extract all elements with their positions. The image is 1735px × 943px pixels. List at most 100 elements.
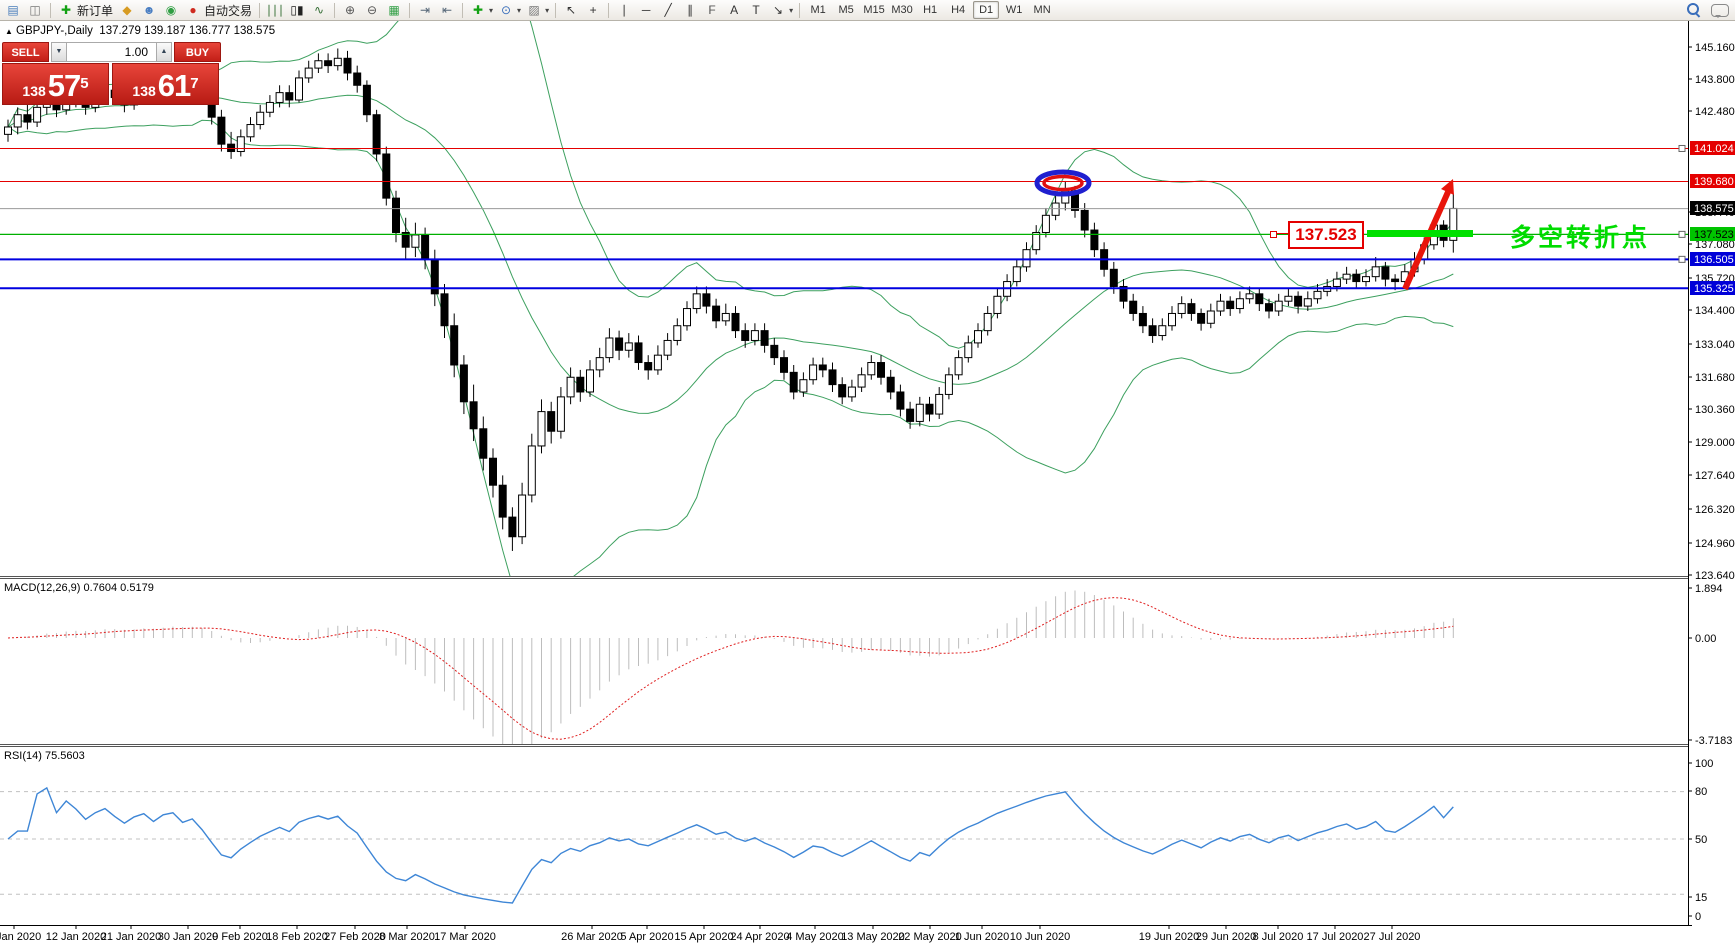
metaeditor-icon[interactable]: ◆ — [122, 2, 132, 17]
line-handle[interactable] — [1678, 255, 1686, 263]
horizontal-line-objects[interactable] — [0, 144, 1688, 290]
sell-price-whole: 138 — [22, 83, 46, 99]
search-icon[interactable] — [1686, 2, 1701, 18]
price-tick-label: 133.040 — [1695, 339, 1735, 351]
signals-icon[interactable]: ◉ — [165, 2, 177, 17]
price-tick-label: 142.480 — [1695, 106, 1735, 118]
buy-button[interactable]: BUY — [174, 42, 221, 62]
volume-decrease-button[interactable]: ▼ — [51, 42, 67, 62]
timeframe-button-d1[interactable]: D1 — [973, 1, 1000, 19]
indicators-icon[interactable]: ✚ — [473, 2, 484, 17]
tile-windows-icon[interactable]: ▦ — [388, 2, 400, 17]
periods-icon[interactable]: ⊙ — [501, 2, 512, 17]
highlight-ellipse-outer[interactable] — [1034, 169, 1092, 197]
svg-text:135.325: 135.325 — [1694, 283, 1734, 295]
level-box-anchor-handle[interactable] — [1270, 231, 1277, 238]
arrows-icon[interactable]: ↘ — [773, 2, 784, 17]
fibonacci-icon[interactable]: F — [708, 2, 716, 17]
line-chart-icon[interactable]: ∿ — [314, 2, 325, 17]
date-tick-label: 5 Apr 2020 — [620, 931, 673, 943]
price-badge — [1690, 227, 1735, 241]
rsi-axis-label: 0 — [1695, 911, 1701, 923]
date-tick-label: 22 May 2020 — [898, 931, 962, 943]
zoom-in-icon[interactable]: ⊕ — [345, 2, 356, 17]
experts-icon[interactable]: ☻ — [142, 2, 156, 17]
toolbar-right-group — [1686, 2, 1729, 18]
price-level-callout[interactable]: 137.523 — [1288, 221, 1364, 249]
date-tick-label: 27 Feb 2020 — [324, 931, 386, 943]
rsi-axis-label: 50 — [1695, 834, 1707, 846]
date-tick-label: 18 Feb 2020 — [266, 931, 328, 943]
date-tick-label: 10 Jun 2020 — [1010, 931, 1071, 943]
svg-text:139.680: 139.680 — [1694, 176, 1734, 188]
price-tick-label: 126.320 — [1695, 504, 1735, 516]
buy-price-display[interactable]: 138 61 7 — [112, 63, 219, 105]
candlestick-chart-icon[interactable]: ▯▮ — [290, 2, 304, 17]
text-label-icon[interactable]: T — [752, 2, 760, 17]
price-tick-label: 143.800 — [1695, 74, 1735, 86]
dropdown-caret-icon[interactable]: ▾ — [489, 5, 494, 15]
timeframe-button-m5[interactable]: M5 — [838, 4, 854, 16]
autotrading-label[interactable]: 自动交易 — [204, 3, 253, 18]
trendline-icon[interactable]: ╱ — [664, 2, 672, 17]
date-tick-label: 30 Jan 2020 — [158, 931, 219, 943]
drawn-objects[interactable] — [1034, 169, 1454, 291]
vertical-line-icon[interactable]: ∣ — [621, 2, 628, 17]
dropdown-caret-icon[interactable]: ▾ — [517, 5, 522, 15]
timeframe-button-h1[interactable]: H1 — [923, 4, 938, 16]
sell-price-display[interactable]: 138 57 5 — [2, 63, 109, 105]
bollinger-bands — [7, 21, 1454, 576]
toolbar-separator — [259, 2, 261, 18]
buy-price-whole: 138 — [132, 83, 156, 99]
timeframe-button-m30[interactable]: M30 — [891, 4, 913, 16]
autotrading-icon[interactable]: ● — [189, 2, 197, 17]
price-tick-label: 137.080 — [1695, 239, 1735, 251]
channel-icon[interactable]: ∥ — [687, 2, 694, 17]
charts-list-icon[interactable]: ▤ — [7, 2, 19, 17]
bar-chart-icon[interactable]: ∣∣∣ — [266, 2, 285, 17]
volume-input[interactable] — [67, 42, 156, 62]
timeframe-button-m15[interactable]: M15 — [863, 4, 885, 16]
templates-icon[interactable]: ▨ — [528, 2, 540, 17]
line-handle[interactable] — [1678, 144, 1686, 152]
auto-scroll-icon[interactable]: ⇥ — [420, 2, 431, 17]
date-tick-label: 19 Jun 2020 — [1139, 931, 1200, 943]
date-tick-label: 26 Mar 2020 — [561, 931, 623, 943]
date-tick-label: 12 Jan 2020 — [46, 931, 107, 943]
dropdown-caret-icon[interactable]: ▾ — [545, 5, 550, 15]
toolbar-separator — [409, 2, 411, 18]
date-tick-label: 15 Apr 2020 — [674, 931, 733, 943]
annotation-note-text[interactable]: 多空转折点 — [1510, 224, 1651, 252]
main-toolbar: ▤ ◫ ✚ 新订单 ◆ ☻ ◉ ● 自动交易 ∣∣∣ ▯▮ ∿ ⊕ ⊖ ▦ ⇥ ⇤ ✚ ▾ ⊙ ▾ ▨ ▾ ↖ + ∣ ─ ╱ ∥ F A T… — [0, 0, 1735, 21]
window-profile-icon[interactable]: ◫ — [29, 2, 41, 17]
date-tick-label: 8 Jul 2020 — [1253, 931, 1304, 943]
chat-icon[interactable] — [1711, 3, 1729, 18]
support-zone-bar[interactable] — [1367, 230, 1473, 237]
macd-axis-label: -3.7183 — [1695, 735, 1732, 747]
cursor-icon[interactable]: ↖ — [566, 2, 577, 17]
svg-text:137.523: 137.523 — [1694, 229, 1734, 241]
sell-button[interactable]: SELL — [2, 42, 49, 62]
macd-indicator-label: MACD(12,26,9) 0.7604 0.5179 — [4, 582, 154, 594]
timeframe-button-mn[interactable]: MN — [1033, 4, 1051, 16]
line-handle[interactable] — [1678, 230, 1686, 238]
volume-increase-button[interactable]: ▲ — [156, 42, 172, 62]
date-tick-label: 9 Feb 2020 — [212, 931, 268, 943]
toolbar-separator — [462, 2, 464, 18]
panel-collapse-icon[interactable]: ▲ — [5, 27, 13, 36]
svg-text:136.505: 136.505 — [1694, 254, 1734, 266]
new-order-label[interactable]: 新订单 — [77, 3, 114, 18]
text-icon[interactable]: A — [730, 2, 739, 17]
price-badge — [1690, 174, 1735, 188]
chart-shift-icon[interactable]: ⇤ — [442, 2, 453, 17]
new-order-icon[interactable]: ✚ — [60, 2, 72, 17]
crosshair-icon[interactable]: + — [589, 2, 597, 17]
timeframe-button-h4[interactable]: H4 — [951, 4, 966, 16]
timeframe-button-m1[interactable]: M1 — [810, 4, 826, 16]
horizontal-line-icon[interactable]: ─ — [641, 2, 651, 17]
timeframe-button-w1[interactable]: W1 — [1005, 4, 1023, 16]
dropdown-caret-icon[interactable]: ▾ — [789, 5, 794, 15]
zoom-out-icon[interactable]: ⊖ — [367, 2, 378, 17]
trend-arrow-shaft[interactable] — [1402, 190, 1451, 291]
